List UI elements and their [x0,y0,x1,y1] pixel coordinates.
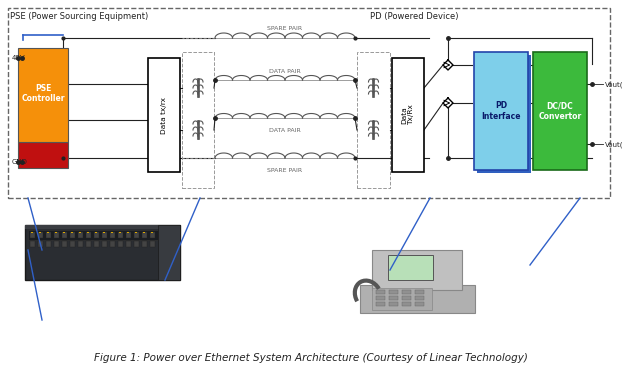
Bar [372,250,462,290]
Bar [103,232,104,233]
Bar [392,58,424,172]
Bar [30,232,35,238]
Text: Vout(-): Vout(-) [605,141,622,148]
Bar [389,290,398,294]
Bar [71,232,73,233]
Text: DATA PAIR: DATA PAIR [269,68,301,74]
Bar [376,296,385,300]
Bar [25,225,180,280]
Bar [39,232,40,233]
Text: DC/DC
Convertor: DC/DC Convertor [539,101,582,121]
Text: PD (Powered Device): PD (Powered Device) [370,12,458,21]
Bar [142,241,147,247]
Bar [389,296,398,300]
Bar [86,232,91,238]
Bar [357,52,390,188]
Bar [111,232,113,233]
Bar [46,241,51,247]
Bar [415,302,424,306]
Bar [54,232,59,238]
Bar [62,232,67,238]
Bar [372,288,432,310]
Bar [78,232,83,238]
Text: DATA PAIR: DATA PAIR [269,128,301,132]
Bar [389,302,398,306]
Bar [127,232,129,233]
Bar [402,290,411,294]
Bar [118,241,123,247]
Bar [142,232,147,238]
Bar [94,241,99,247]
Bar [30,241,35,247]
Bar [388,255,433,280]
Text: Data tx/rx: Data tx/rx [161,96,167,134]
Text: PSE (Power Sourcing Equipment): PSE (Power Sourcing Equipment) [10,12,148,21]
Bar [8,8,610,198]
Bar [47,232,49,233]
Bar [102,241,107,247]
Bar [150,241,155,247]
Bar [533,52,587,170]
Bar [63,232,65,233]
Bar [28,230,158,240]
Bar [415,290,424,294]
Bar [182,52,214,188]
Bar [402,296,411,300]
Text: 48V: 48V [12,55,26,61]
Bar [31,232,32,233]
Bar [126,232,131,238]
Bar [70,232,75,238]
Bar [94,232,99,238]
Bar [360,285,475,313]
Bar [38,241,43,247]
Text: SPARE PAIR: SPARE PAIR [267,25,302,31]
Bar [119,232,121,233]
Bar [38,232,43,238]
Bar [18,48,68,142]
Bar [78,241,83,247]
Bar [86,241,91,247]
Bar [134,241,139,247]
Bar [134,232,139,238]
Bar [126,241,131,247]
Bar [135,232,136,233]
Bar [79,232,80,233]
Bar [110,232,115,238]
Bar [376,302,385,306]
Bar [54,241,59,247]
Bar [18,142,68,168]
Bar [110,241,115,247]
Text: Figure 1: Power over Ethernet System Architecture (Courtesy of Linear Technology: Figure 1: Power over Ethernet System Arc… [94,353,528,363]
Text: SPARE PAIR: SPARE PAIR [267,168,302,172]
Text: PD
Interface: PD Interface [481,101,521,121]
Bar [55,232,57,233]
Bar [477,55,531,173]
Bar [415,296,424,300]
Bar [402,302,411,306]
Text: PSE
Controller: PSE Controller [21,84,65,103]
Bar [150,232,155,238]
Bar [376,290,385,294]
Bar [143,232,144,233]
Bar [474,52,528,170]
Bar [151,232,152,233]
Bar [148,58,180,172]
Bar [62,241,67,247]
Bar [102,232,107,238]
Bar [118,232,123,238]
Bar [46,232,51,238]
Text: Vout(+): Vout(+) [605,81,622,88]
Bar [87,232,88,233]
Bar [70,241,75,247]
Text: GND: GND [12,159,28,165]
Text: Data
Tx/Rx: Data Tx/Rx [401,105,414,125]
Bar [95,232,96,233]
Bar [25,225,180,229]
Bar [158,225,180,280]
